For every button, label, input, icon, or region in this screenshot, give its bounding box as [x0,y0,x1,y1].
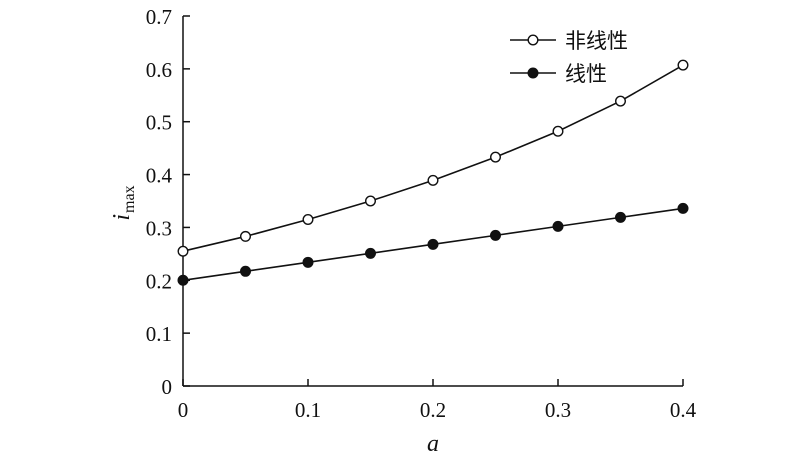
series-linear [177,202,689,286]
data-point [365,247,377,259]
legend-label: 非线性 [565,29,628,53]
legend-marker [527,67,539,79]
y-tick-label: 0.3 [146,216,172,240]
data-point [552,220,564,232]
y-tick-label: 0.6 [146,58,172,82]
x-tick-label: 0.3 [545,398,571,422]
axes [182,16,683,387]
data-point [177,274,189,286]
data-point [615,211,627,223]
y-ticks: 0 0.1 0.2 0.3 0.4 0.5 0.6 0.7 [146,5,190,399]
y-tick-label: 0.2 [146,269,172,293]
legend-entry: 非线性 [510,29,628,53]
data-point [490,229,502,241]
data-point [365,195,377,207]
y-axis-label-sub: max [121,185,138,213]
series-line [182,64,684,252]
data-point [490,151,502,163]
y-tick-label: 0.5 [146,111,172,135]
data-point [427,174,439,186]
data-point [552,125,564,137]
x-tick-label: 0.1 [295,398,321,422]
x-axis-label: a [427,431,439,457]
data-point [615,95,627,107]
legend-entry: 线性 [510,62,607,86]
x-tick-label: 0.4 [670,398,697,422]
data-point [302,213,314,225]
data-point [302,256,314,268]
y-axis-label-main: i [109,214,135,221]
data-point [239,230,251,242]
x-tick-label: 0.2 [420,398,446,422]
data-point [177,245,189,257]
y-tick-label: 0.1 [146,322,172,346]
series-layer [177,59,689,286]
series-nonlinear [177,59,689,257]
data-point [239,265,251,277]
data-point [677,202,689,214]
data-point [427,238,439,250]
x-ticks: 0 0.1 0.2 0.3 0.4 [178,379,697,422]
legend-label: 线性 [565,62,607,86]
y-tick-label: 0.4 [146,164,173,188]
y-axis-label: imax [109,185,138,220]
legend-marker [527,34,539,46]
y-tick-label: 0.7 [146,5,172,29]
data-point [677,59,689,71]
x-tick-label: 0 [178,398,189,422]
y-tick-label: 0 [162,375,173,399]
